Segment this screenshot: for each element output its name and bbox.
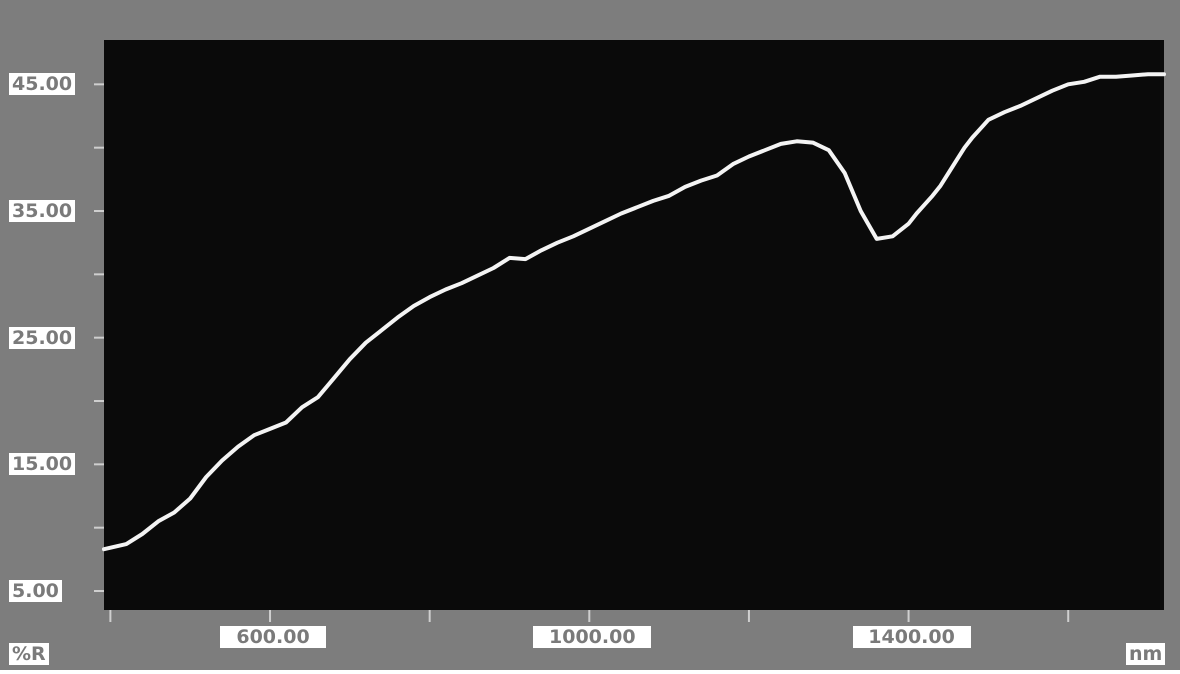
series-line xyxy=(102,72,1166,552)
y-tick-label: 15.00 xyxy=(9,453,76,476)
y-axis-ticks xyxy=(94,83,104,592)
y-tick-label: 5.00 xyxy=(9,580,62,602)
x-tick-label: 1400.00 xyxy=(852,626,971,648)
y-tick-label: 45.00 xyxy=(9,73,76,96)
y-tick-label: 35.00 xyxy=(9,200,76,222)
x-axis-ticks xyxy=(109,610,1070,622)
plot-area xyxy=(104,40,1164,610)
y-tick-label: 25.00 xyxy=(9,326,76,349)
x-tick-label: 600.00 xyxy=(220,626,327,648)
x-tick-label: 1000.00 xyxy=(533,626,652,648)
x-unit-label: nm xyxy=(1126,643,1166,665)
y-unit-label: %R xyxy=(9,643,49,665)
